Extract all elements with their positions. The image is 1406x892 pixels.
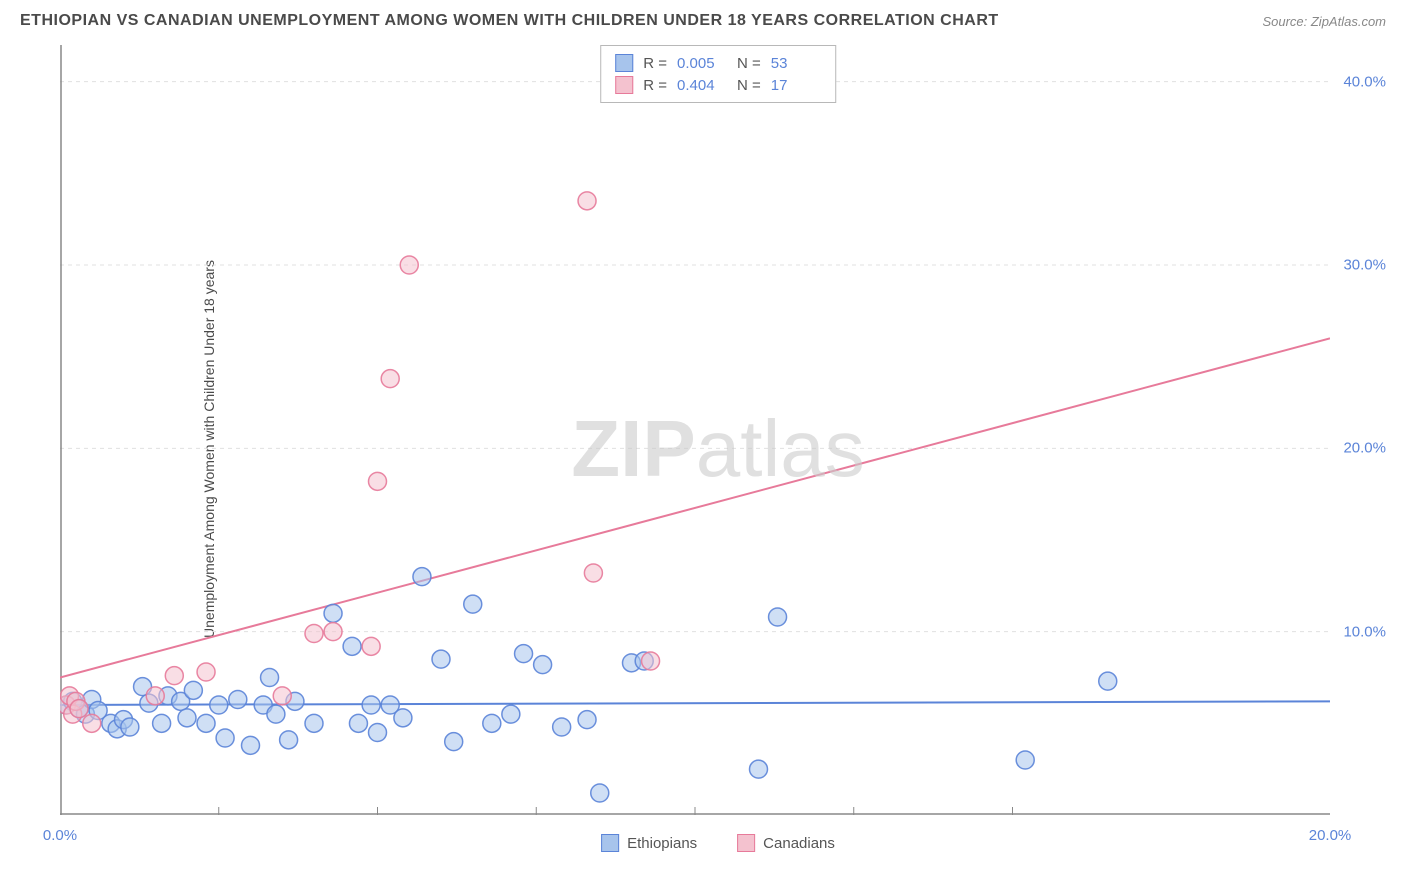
r-value-canadians: 0.404 <box>677 77 727 94</box>
y-tick-label: 40.0% <box>1343 73 1386 90</box>
y-tick-label: 10.0% <box>1343 623 1386 640</box>
x-tick-label: 20.0% <box>1309 827 1352 844</box>
y-tick-label: 20.0% <box>1343 440 1386 457</box>
source-label: Source: ZipAtlas.com <box>1262 14 1386 29</box>
n-value-ethiopians: 53 <box>771 55 821 72</box>
chart-title: ETHIOPIAN VS CANADIAN UNEMPLOYMENT AMONG… <box>20 12 999 30</box>
r-label: R = <box>643 77 667 94</box>
swatch-canadians <box>615 76 633 94</box>
r-label: R = <box>643 55 667 72</box>
n-label: N = <box>737 77 761 94</box>
bottom-legend: Ethiopians Canadians <box>601 834 835 852</box>
scatter-plot <box>60 45 1330 815</box>
legend-label-canadians: Canadians <box>763 835 835 852</box>
stats-row-ethiopians: R = 0.005 N = 53 <box>615 52 821 74</box>
legend-item-canadians: Canadians <box>737 834 835 852</box>
stats-legend-box: R = 0.005 N = 53 R = 0.404 N = 17 <box>600 45 836 103</box>
swatch-canadians-icon <box>737 834 755 852</box>
r-value-ethiopians: 0.005 <box>677 55 727 72</box>
swatch-ethiopians <box>615 54 633 72</box>
swatch-ethiopians-icon <box>601 834 619 852</box>
legend-label-ethiopians: Ethiopians <box>627 835 697 852</box>
n-value-canadians: 17 <box>771 77 821 94</box>
n-label: N = <box>737 55 761 72</box>
x-tick-label: 0.0% <box>43 827 77 844</box>
chart-container: Unemployment Among Women with Children U… <box>50 45 1386 852</box>
stats-row-canadians: R = 0.404 N = 17 <box>615 74 821 96</box>
y-tick-label: 30.0% <box>1343 257 1386 274</box>
legend-item-ethiopians: Ethiopians <box>601 834 697 852</box>
